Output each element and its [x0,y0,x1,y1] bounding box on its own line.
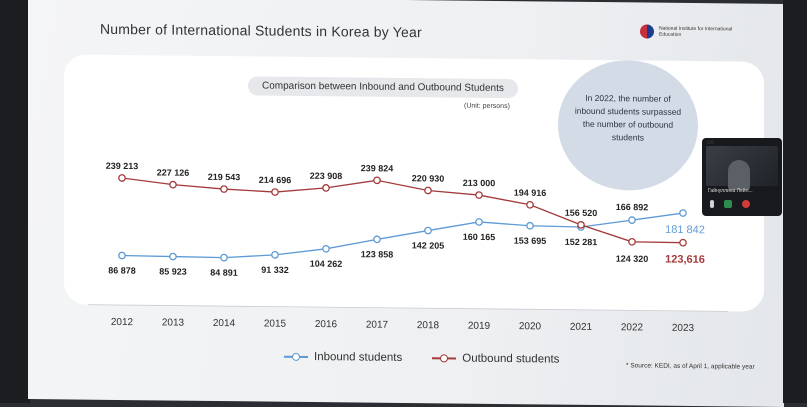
outbound-data-label-2013: 227 126 [157,167,190,177]
outbound-data-label-2018: 220 930 [412,173,445,183]
outbound-point-2018 [424,186,432,195]
participant-name: Гайнуллина Лейл... [708,188,753,194]
outbound-point-2022 [628,237,636,246]
inbound-data-label-2012: 86 878 [108,265,136,275]
outbound-data-label-2016: 223 908 [310,171,343,181]
x-tick-label-2023: 2023 [672,323,695,334]
inbound-point-2018 [424,226,432,235]
x-tick-label-2019: 2019 [468,321,491,332]
line-chart: 2012 2013 2014 2015 2016 2017 2018 2019 2020 2021… [88,161,728,334]
inbound-point-2014 [220,253,228,262]
inbound-data-label-2013: 85 923 [159,266,187,276]
outbound-data-label-2017: 239 824 [361,163,394,173]
monitor-bezel-right [783,0,807,403]
call-controls [710,200,750,208]
inbound-point-2012 [118,251,126,260]
outbound-series-line [121,177,684,244]
inbound-data-label-2022: 166 892 [616,202,649,212]
participants-icon[interactable]: ◌◌ [707,140,715,146]
inbound-data-label-2020: 153 695 [514,236,547,246]
x-tick-label-2020: 2020 [519,321,542,332]
outbound-data-label-2012: 239 213 [106,161,139,171]
legend-inbound: Inbound students [284,351,402,364]
inbound-series-line [121,212,684,259]
outbound-point-2012 [118,174,126,182]
x-tick-label-2022: 2022 [621,322,644,333]
inbound-point-2013 [169,252,177,261]
outbound-data-label-2022: 124 320 [616,254,649,264]
inbound-point-2019 [475,218,483,226]
outbound-point-2014 [220,185,228,193]
inbound-data-label-2019: 160 165 [463,232,496,242]
outbound-data-label-2015: 214 696 [259,175,292,185]
inbound-point-2023 [679,209,687,217]
inbound-point-2022 [628,216,636,224]
end-call-icon[interactable] [742,200,750,208]
outbound-point-2019 [475,191,483,199]
outbound-point-2020 [526,200,534,209]
x-tick-label-2016: 2016 [315,319,338,330]
inbound-data-label-2017: 123 858 [361,249,394,259]
x-tick-label-2014: 2014 [213,318,236,329]
inbound-data-label-2015: 91 332 [261,265,289,275]
legend-outbound-label: Outbound students [462,352,560,366]
outbound-point-2013 [169,180,177,189]
inbound-point-2020 [526,221,534,230]
inbound-data-label-2018: 142 205 [412,240,445,250]
inbound-data-label-2016: 104 262 [310,259,343,269]
participant-silhouette [728,160,750,190]
inbound-data-label-2021: 152 281 [565,237,598,247]
outbound-data-label-2019: 213 000 [463,178,496,188]
x-tick-label-2018: 2018 [417,320,440,331]
inbound-data-label-2023: 181 842 [665,224,705,236]
outbound-data-label-2021: 156 520 [565,208,598,218]
video-call-window[interactable]: ◌◌ Гайнуллина Лейл... [702,138,782,216]
outbound-data-label-2014: 219 543 [208,172,241,182]
x-tick-label-2017: 2017 [366,320,389,331]
legend-outbound: Outbound students [432,352,560,366]
inbound-point-2015 [271,251,279,259]
legend-inbound-label: Inbound students [314,351,403,364]
source-note: * Source: KEDI, as of April 1, applicabl… [626,362,755,371]
x-tick-label-2013: 2013 [162,317,185,328]
inbound-point-2016 [322,244,330,253]
participant-video [706,146,778,190]
outbound-data-label-2023: 123,616 [665,254,705,266]
x-axis-line [88,304,728,312]
x-tick-label-2015: 2015 [264,319,287,330]
presentation-slide: Number of International Students in Kore… [28,0,784,407]
outbound-line-marker-icon [432,353,456,363]
inbound-line-marker-icon [284,352,308,362]
camera-icon[interactable] [724,200,732,208]
x-tick-label-2021: 2021 [570,322,593,333]
x-tick-label-2012: 2012 [111,317,134,328]
outbound-data-label-2020: 194 916 [514,188,547,198]
monitor-bezel-left [0,0,30,403]
outbound-point-2023 [679,238,687,247]
inbound-data-label-2014: 84 891 [210,267,238,277]
outbound-point-2021 [577,221,585,229]
microphone-icon[interactable] [710,200,714,208]
outbound-point-2017 [373,176,381,185]
outbound-point-2015 [271,188,279,196]
outbound-point-2016 [322,184,330,192]
inbound-point-2017 [373,235,381,244]
